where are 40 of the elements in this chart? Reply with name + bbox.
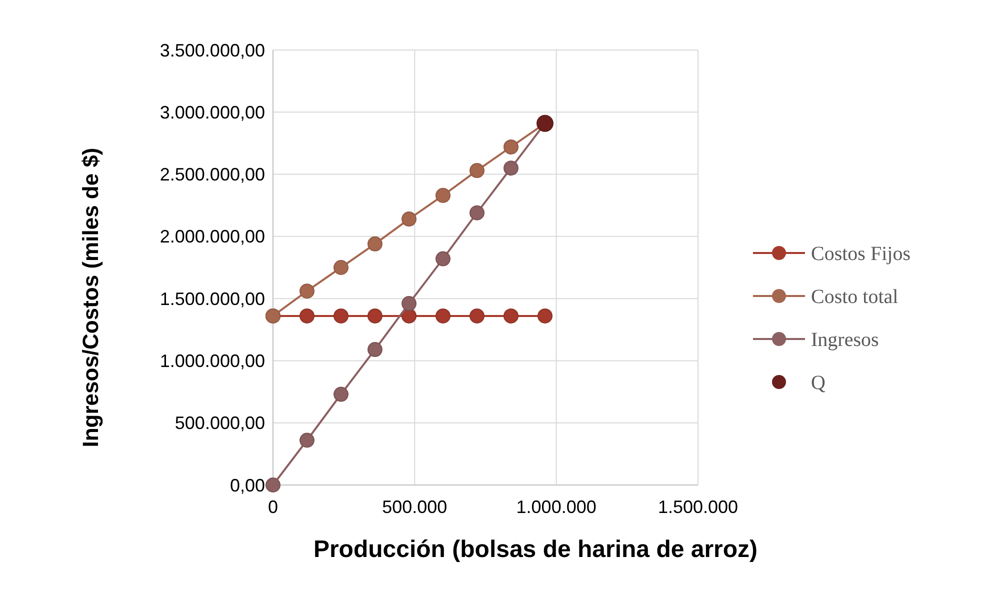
x-tick-label: 500.000 — [382, 497, 448, 517]
y-tick-label: 2.500.000,00 — [160, 164, 265, 185]
point — [334, 260, 348, 275]
point — [470, 308, 484, 324]
y-tick-label: 3.500.000,00 — [160, 40, 265, 60]
x-tick-label: 1.500.000 — [658, 497, 738, 517]
point — [436, 251, 450, 266]
x-axis-title: Producción (bolsas de harina de arroz) — [313, 536, 758, 563]
point — [402, 212, 416, 227]
point — [504, 160, 518, 176]
point — [402, 296, 416, 312]
point — [368, 342, 382, 358]
x-tick-label: 1.000.000 — [516, 497, 596, 517]
y-tick-label: 3.000.000,00 — [160, 102, 265, 122]
point — [300, 308, 314, 324]
y-axis-title: Ingresos/Costos (miles de $) — [78, 148, 103, 448]
point — [300, 432, 314, 448]
point — [368, 308, 382, 324]
point — [538, 308, 552, 324]
legend-label: Ingresos — [811, 329, 879, 351]
legend-label: Costo total — [811, 286, 899, 308]
legend-label: Costos Fijos — [811, 243, 911, 265]
point — [300, 284, 314, 299]
y-tick-label: 0,00 — [230, 475, 265, 496]
y-tick-label: 1.500.000,00 — [160, 288, 265, 309]
legend-label: Q — [811, 372, 826, 394]
point — [334, 308, 348, 324]
point — [470, 205, 484, 220]
point — [368, 236, 382, 252]
point — [504, 139, 518, 154]
point — [436, 188, 450, 203]
point — [470, 163, 484, 178]
point — [334, 386, 348, 402]
y-tick-label: 1.000.000,00 — [160, 351, 265, 372]
point — [436, 308, 450, 324]
x-tick-label: 0 — [268, 497, 278, 517]
point — [504, 308, 518, 324]
y-tick-label: 2.000.000,00 — [160, 226, 265, 247]
y-tick-label: 500.000,00 — [174, 413, 265, 434]
point — [266, 478, 280, 492]
